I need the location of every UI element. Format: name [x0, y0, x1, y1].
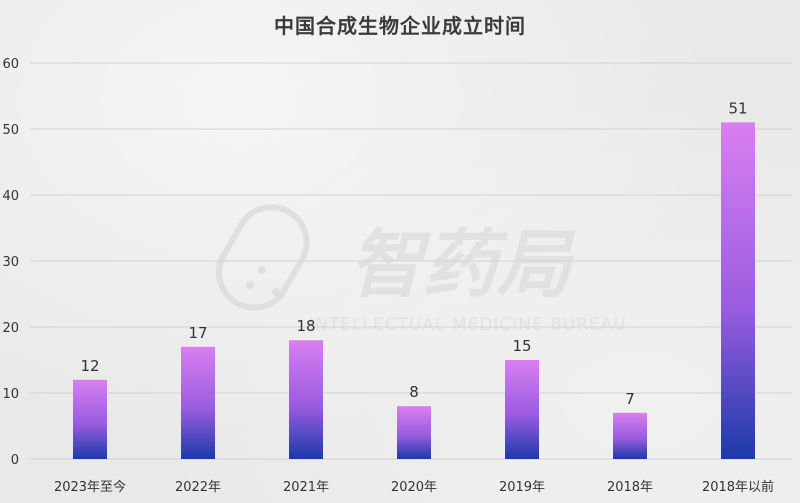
bar — [721, 122, 755, 460]
x-tick-label: 2019年 — [499, 480, 545, 495]
x-axis-ticks: 2023年至今 2022年 2021年 2020年 2019年 2018年 2018年以前 — [54, 479, 774, 495]
data-label: 12 — [80, 357, 99, 375]
bar — [73, 379, 107, 459]
y-tick-label: 30 — [2, 255, 19, 270]
watermark: 智药局 INTELLECTUAL MEDICINE BUREAU — [216, 204, 627, 335]
data-labels: 12 17 18 8 15 7 51 — [80, 99, 747, 407]
x-tick-label: 2018年以前 — [702, 479, 774, 495]
x-tick-label: 2020年 — [391, 480, 437, 495]
grid-lines — [30, 62, 792, 460]
y-tick-label: 0 — [11, 453, 19, 468]
chart-title: 中国合成生物企业成立时间 — [274, 14, 526, 38]
y-tick-label: 60 — [2, 57, 19, 72]
capsule-logo-icon — [216, 204, 310, 311]
x-tick-label: 2021年 — [283, 480, 329, 495]
x-tick-label: 2023年至今 — [54, 479, 126, 495]
watermark-brand: 智药局 — [349, 222, 576, 308]
y-axis-ticks: 0 10 20 30 40 50 60 — [2, 57, 19, 468]
bar — [289, 340, 323, 459]
bars — [73, 122, 755, 460]
bar — [613, 412, 647, 459]
x-tick-label: 2018年 — [607, 480, 653, 495]
data-label: 7 — [625, 390, 635, 408]
y-tick-label: 50 — [2, 123, 19, 138]
bar — [397, 406, 431, 459]
data-label: 15 — [512, 337, 531, 355]
watermark-subtitle: INTELLECTUAL MEDICINE BUREAU — [309, 315, 627, 335]
x-tick-label: 2022年 — [175, 480, 221, 495]
y-tick-label: 10 — [2, 387, 19, 402]
data-label: 51 — [728, 99, 747, 117]
bar — [181, 346, 215, 459]
data-label: 8 — [409, 383, 419, 401]
y-tick-label: 40 — [2, 189, 19, 204]
data-label: 18 — [296, 317, 315, 335]
bar — [505, 360, 539, 459]
data-label: 17 — [188, 324, 207, 342]
y-tick-label: 20 — [2, 321, 19, 336]
